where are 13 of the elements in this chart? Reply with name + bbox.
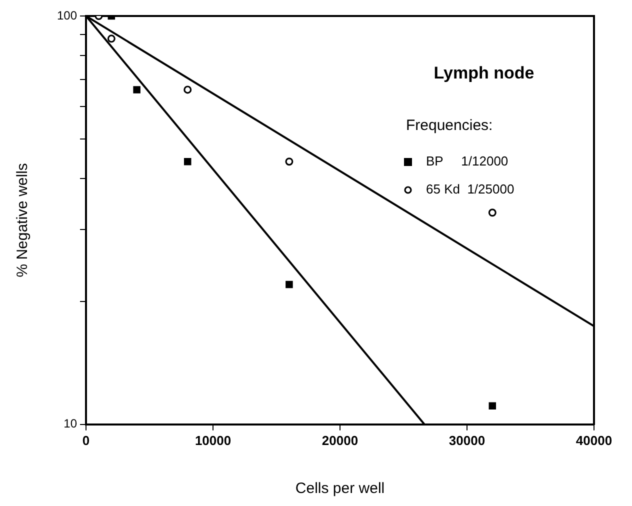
legend-label: BP 1/12000 [426,154,508,169]
x-tick-label: 40000 [576,432,612,448]
legend-label: 65 Kd 1/25000 [426,182,514,197]
x-tick-label: 0 [82,432,90,448]
x-tick-label: 10000 [194,432,232,448]
y-tick-label: 10 [64,416,78,431]
x-axis-title: Cells per well [295,480,385,498]
y-axis-title: % Negative wells [14,163,32,278]
legend-title: Frequencies: [406,117,493,134]
y-tick-label: 100 [56,8,78,22]
x-tick-label: 30000 [448,432,486,448]
text: Lymph node [434,64,534,83]
x-tick-label: 20000 [322,432,358,448]
